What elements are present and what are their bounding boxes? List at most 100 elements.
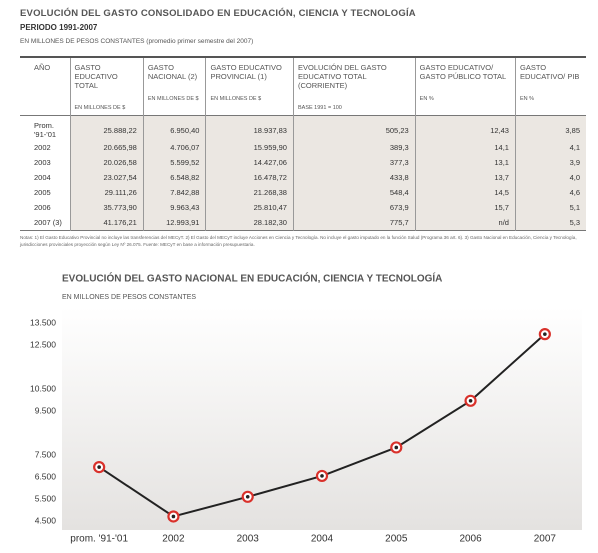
- table-cell: 20.665,98: [69, 140, 144, 155]
- header-title: GASTO EDUCATIVO TOTAL: [74, 63, 118, 90]
- table-cell: 15,7: [414, 200, 516, 215]
- plot-area: [62, 307, 582, 530]
- table-row: Prom. '91-'01 25.888,22 6.950,40 18.937,83 5…: [20, 115, 586, 140]
- column-header: GASTO EDUCATIVO/ GASTO PÚBLICO TOTAL EN %: [414, 57, 516, 116]
- header-title: GASTO EDUCATIVO/ GASTO PÚBLICO TOTAL: [419, 63, 507, 81]
- table-row: 2006 35.773,90 9.963,43 25.810,47 673,9 15,7 5…: [20, 200, 586, 215]
- table-cell: 2006: [20, 200, 71, 215]
- table-cell: 9.963,43: [142, 200, 206, 215]
- table-cell: 25.888,22: [69, 115, 144, 140]
- table-cell: 28.182,30: [205, 215, 294, 231]
- point-center: [543, 332, 547, 336]
- x-tick-label: prom. '91-'01: [70, 534, 128, 545]
- table-cell: 23.027,54: [69, 170, 144, 185]
- table-cell: 5,1: [514, 200, 586, 215]
- table-cell: 35.773,90: [69, 200, 144, 215]
- data-table: AÑO GASTO EDUCATIVO TOTAL EN MILLONES DE $…: [20, 56, 586, 231]
- table-cell: 673,9: [292, 200, 416, 215]
- x-tick-label: 2003: [237, 534, 260, 545]
- table-cell: 6.950,40: [142, 115, 206, 140]
- point-center: [171, 514, 176, 519]
- table-cell: 548,4: [292, 185, 416, 200]
- x-tick-label: 2005: [385, 534, 408, 545]
- header-unit: BASE 1991 = 100: [297, 105, 342, 111]
- column-header: GASTO NACIONAL (2) EN MILLONES DE $: [142, 57, 206, 116]
- table-cell: n/d: [414, 215, 516, 231]
- table-row: 2002 20.665,98 4.706,07 15.959,90 389,3 14,1 4…: [20, 140, 586, 155]
- table-row: 2005 29.111,26 7.842,88 21.268,38 548,4 14,5 4…: [20, 185, 586, 200]
- header-unit: EN %: [419, 96, 434, 102]
- table-cell: 20.026,58: [69, 155, 144, 170]
- y-tick-label: 5.500: [35, 493, 57, 503]
- header-title: GASTO EDUCATIVO PROVINCIAL (1): [210, 63, 282, 81]
- table-cell: Prom. '91-'01: [20, 115, 71, 140]
- table-cell: 4,0: [514, 170, 586, 185]
- table-cell: 21.268,38: [205, 185, 294, 200]
- chart: EVOLUCIÓN DEL GASTO NACIONAL EN EDUCACIÓ…: [30, 272, 582, 545]
- table-cell: 2004: [20, 170, 71, 185]
- point-center: [245, 495, 250, 499]
- notes: Notas: 1) El Gasto Educativo Provincial …: [20, 235, 577, 247]
- table-cell: 775,7: [292, 215, 416, 231]
- column-header: GASTO EDUCATIVO TOTAL EN MILLONES DE $: [69, 57, 144, 116]
- table-cell: 5,3: [514, 215, 586, 231]
- table-cell: 4,1: [514, 140, 586, 155]
- period: PERIODO 1991-2007: [20, 23, 98, 32]
- x-tick-label: 2004: [311, 534, 334, 545]
- table-cell: 12.993,91: [142, 215, 206, 231]
- table-cell: 16.478,72: [205, 170, 294, 185]
- table-cell: 6.548,82: [142, 170, 206, 185]
- table-cell: 18.937,83: [205, 115, 294, 140]
- chart-subtitle: EN MILLONES DE PESOS CONSTANTES: [62, 294, 196, 301]
- table-cell: 7.842,88: [142, 185, 206, 200]
- point-center: [97, 465, 101, 469]
- table-cell: 2007 (3): [20, 215, 71, 231]
- y-tick-label: 6.500: [35, 471, 57, 481]
- table-cell: 377,3: [292, 155, 416, 170]
- y-tick-label: 12.500: [30, 339, 56, 349]
- table-cell: 15.959,90: [205, 140, 294, 155]
- header-title: GASTO EDUCATIVO/ PIB: [519, 63, 580, 81]
- table-cell: 2003: [20, 155, 71, 170]
- header-unit: EN %: [519, 96, 535, 102]
- table-cell: 12,43: [414, 115, 516, 140]
- table-cell: 14,5: [414, 185, 516, 200]
- table-cell: 13,1: [414, 155, 516, 170]
- column-header: GASTO EDUCATIVO/ PIB EN %: [514, 57, 586, 116]
- y-tick-label: 10.500: [30, 383, 56, 393]
- point-center: [320, 474, 324, 478]
- y-tick-label: 9.500: [35, 405, 57, 415]
- table-cell: 2005: [20, 185, 71, 200]
- chart-title: EVOLUCIÓN DEL GASTO NACIONAL EN EDUCACIÓ…: [62, 272, 442, 285]
- units: EN MILLONES DE PESOS CONSTANTES (promedi…: [20, 38, 254, 45]
- table-cell: 25.810,47: [205, 200, 294, 215]
- point-center: [394, 445, 399, 450]
- point-center: [468, 399, 473, 403]
- table-cell: 433,8: [292, 170, 416, 185]
- table-cell: 2002: [20, 140, 71, 155]
- header-unit: EN MILLONES DE $: [147, 96, 199, 102]
- header-unit: EN MILLONES DE $: [74, 105, 126, 111]
- table-row: 2007 (3) 41.176,21 12.993,91 28.182,30 775,7…: [20, 215, 586, 231]
- table-cell: 5.599,52: [142, 155, 206, 170]
- column-header: EVOLUCIÓN DEL GASTO EDUCATIVO TOTAL (COR…: [292, 57, 416, 116]
- header-title: GASTO NACIONAL (2): [147, 63, 198, 81]
- table-cell: 4.706,07: [142, 140, 206, 155]
- table-row: 2003 20.026,58 5.599,52 14.427,06 377,3 13,1 3…: [20, 155, 586, 170]
- table-cell: 14.427,06: [205, 155, 294, 170]
- y-tick-label: 13.500: [30, 317, 56, 327]
- x-tick-label: 2006: [459, 534, 482, 545]
- header-unit: EN MILLONES DE $: [210, 96, 262, 102]
- x-tick-label: 2002: [162, 534, 185, 545]
- column-header: AÑO: [20, 57, 70, 116]
- title: EVOLUCIÓN DEL GASTO CONSOLIDADO EN EDUCA…: [20, 8, 416, 19]
- x-tick-label: 2007: [534, 534, 557, 545]
- table-cell: 3,85: [514, 115, 586, 140]
- table-cell: 389,3: [292, 140, 416, 155]
- table-cell: 4,6: [514, 185, 586, 200]
- table-cell: 3,9: [514, 155, 586, 170]
- column-header: GASTO EDUCATIVO PROVINCIAL (1) EN MILLONE…: [205, 57, 294, 116]
- table-cell: 13,7: [414, 170, 516, 185]
- table-row: 2004 23.027,54 6.548,82 16.478,72 433,8 13,7 4…: [20, 170, 586, 185]
- table-cell: 14,1: [414, 140, 516, 155]
